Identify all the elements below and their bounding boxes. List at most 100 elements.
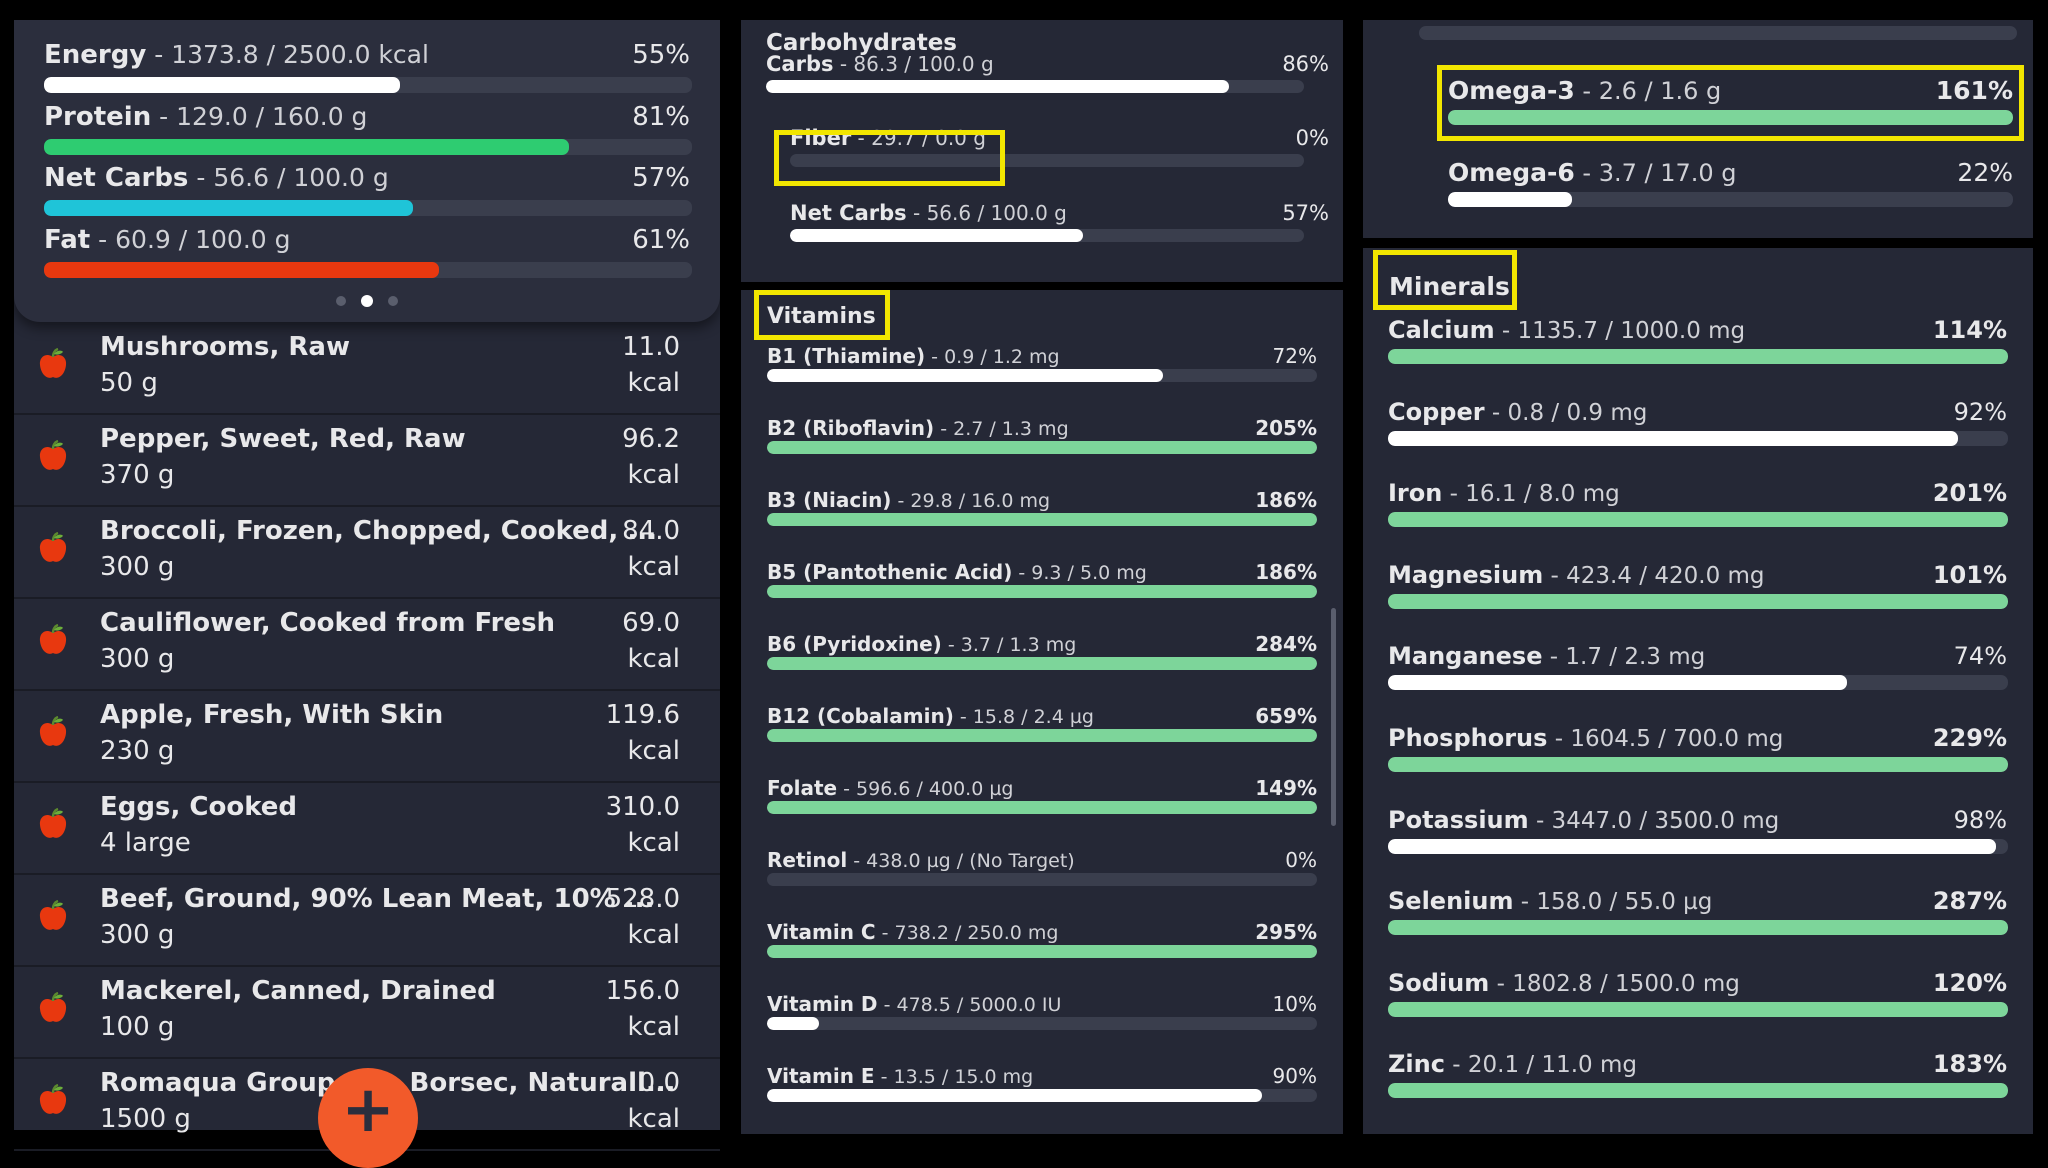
food-name: Beef, Ground, 90% Lean Meat, 10% ...	[100, 884, 655, 914]
vitamin-label: Retinol - 438.0 µg / (No Target)	[767, 850, 1075, 871]
vitamin-progress-bar	[767, 585, 1317, 598]
mineral-progress-bar	[1388, 675, 2008, 691]
mineral-name: Potassium	[1388, 805, 1529, 834]
mineral-label: Selenium - 158.0 / 55.0 µg	[1388, 889, 1712, 914]
carbs-progress-bar	[790, 229, 1304, 242]
vitamin-amount: - 15.8 / 2.4 µg	[953, 706, 1094, 728]
mineral-progress-fill	[1388, 349, 2008, 364]
summary-progress-bar	[44, 138, 692, 155]
food-calories-unit: kcal	[627, 1104, 680, 1134]
food-quantity: 300 g	[100, 920, 175, 950]
mineral-name: Manganese	[1388, 642, 1543, 671]
omega-progress-bar	[1448, 110, 2013, 125]
add-food-fab[interactable]: +	[318, 1068, 418, 1168]
food-item[interactable]: Beef, Ground, 90% Lean Meat, 10% ... 300 …	[14, 874, 720, 967]
food-item[interactable]: Eggs, Cooked 4 large 310.0 kcal	[14, 782, 720, 875]
food-calories: 119.6	[605, 700, 680, 730]
vitamin-percent: 295%	[1255, 920, 1317, 944]
food-item[interactable]: Mackerel, Canned, Drained 100 g 156.0 kcal	[14, 966, 720, 1059]
food-item[interactable]: Broccoli, Frozen, Chopped, Cooked, ... 30…	[14, 506, 720, 599]
vitamin-progress-fill	[767, 369, 1163, 382]
summary-amount: - 60.9 / 100.0 g	[90, 224, 291, 254]
mineral-percent: 201%	[1932, 479, 2007, 508]
vitamins-scrollbar[interactable]	[1331, 608, 1336, 826]
vitamin-progress-fill	[767, 729, 1317, 742]
vitamin-label: Vitamin D - 478.5 / 5000.0 IU	[767, 994, 1061, 1015]
food-name: Pepper, Sweet, Red, Raw	[100, 424, 466, 454]
summary-progress-bar	[44, 200, 692, 216]
summary-amount: - 56.6 / 100.0 g	[188, 163, 389, 192]
vitamin-name: Vitamin E	[767, 1064, 875, 1088]
omega-percent: 161%	[1935, 76, 2013, 105]
food-calories: 84.0	[622, 516, 680, 546]
food-quantity: 230 g	[100, 736, 175, 766]
vitamin-amount: - 13.5 / 15.0 mg	[874, 1066, 1034, 1088]
mineral-percent: 183%	[1932, 1050, 2007, 1079]
mineral-amount: - 1.7 / 2.3 mg	[1542, 644, 1706, 671]
carbs-name: Carbs	[766, 52, 834, 76]
summary-progress-fill	[44, 200, 414, 216]
mineral-name: Selenium	[1388, 887, 1514, 916]
mineral-amount: - 0.8 / 0.9 mg	[1484, 399, 1648, 426]
mineral-name: Magnesium	[1388, 560, 1544, 589]
mineral-label: Potassium - 3447.0 / 3500.0 mg	[1388, 808, 1779, 833]
food-name: Broccoli, Frozen, Chopped, Cooked, ...	[100, 516, 657, 546]
mineral-name: Zinc	[1388, 1050, 1445, 1079]
vitamin-label: Folate - 596.6 / 400.0 µg	[767, 778, 1013, 799]
vitamin-name: Folate	[767, 776, 838, 800]
highlight-fiber	[774, 130, 1005, 186]
mineral-progress-bar	[1388, 593, 2008, 609]
food-item[interactable]: Cauliflower, Cooked from Fresh 300 g 69.0 k…	[14, 598, 720, 691]
vitamin-name: B2 (Riboflavin)	[767, 416, 935, 440]
mineral-progress-bar	[1388, 838, 2008, 854]
omega-progress-bar	[1448, 192, 2013, 207]
mineral-name: Phosphorus	[1388, 724, 1548, 752]
vitamin-name: B5 (Pantothenic Acid)	[767, 560, 1013, 584]
food-calories: 69.0	[622, 608, 680, 638]
mineral-percent: 287%	[1932, 887, 2007, 916]
highlight-minerals	[1373, 250, 1517, 310]
mineral-progress-bar	[1388, 1083, 2008, 1099]
vitamin-progress-bar	[767, 513, 1317, 526]
vitamin-progress-fill	[767, 945, 1317, 958]
mineral-amount: - 1604.5 / 700.0 mg	[1547, 726, 1784, 752]
vitamin-amount: - 438.0 µg / (No Target)	[847, 850, 1075, 872]
mineral-progress-bar	[1388, 757, 2008, 772]
summary-name: Net Carbs	[44, 163, 189, 193]
food-quantity: 1500 g	[100, 1104, 191, 1134]
vitamins-title: Vitamins	[767, 304, 876, 329]
page-dot-3[interactable]	[388, 296, 398, 306]
summary-card[interactable]: Energy - 1373.8 / 2500.0 kcal 55% Protein …	[14, 20, 720, 322]
food-name: Cauliflower, Cooked from Fresh	[100, 608, 556, 638]
omega-name: Omega-6	[1448, 158, 1575, 187]
vitamin-percent: 186%	[1255, 488, 1317, 512]
food-name: Mushrooms, Raw	[100, 332, 350, 362]
mineral-percent: 101%	[1932, 560, 2007, 589]
carbs-progress-fill	[790, 229, 1083, 242]
summary-amount: - 1373.8 / 2500.0 kcal	[146, 40, 429, 69]
vitamin-percent: 659%	[1255, 704, 1317, 728]
food-item[interactable]: Apple, Fresh, With Skin 230 g 119.6 kcal	[14, 690, 720, 783]
carbs-label: Carbs - 86.3 / 100.0 g	[766, 54, 994, 75]
page-dot-1[interactable]	[336, 296, 346, 306]
omega-name: Omega-3	[1448, 76, 1575, 105]
vitamin-percent: 10%	[1272, 992, 1317, 1016]
mineral-name: Copper	[1388, 397, 1485, 426]
food-calories-unit: kcal	[627, 920, 680, 950]
apple-icon	[38, 991, 68, 1028]
carbs-progress-bar	[766, 80, 1304, 93]
food-calories-unit: kcal	[627, 736, 680, 766]
food-calories-unit: kcal	[627, 828, 680, 858]
vitamin-label: Vitamin E - 13.5 / 15.0 mg	[767, 1066, 1033, 1087]
mineral-name: Calcium	[1388, 316, 1495, 344]
summary-name: Energy	[44, 40, 147, 70]
food-quantity: 100 g	[100, 1012, 175, 1042]
omega-progress-fill	[1448, 110, 2013, 125]
apple-icon	[38, 531, 68, 568]
food-name: Mackerel, Canned, Drained	[100, 976, 496, 1006]
food-item[interactable]: Pepper, Sweet, Red, Raw 370 g 96.2 kcal	[14, 414, 720, 507]
food-calories: 96.2	[622, 424, 680, 454]
carbs-percent: 57%	[1282, 201, 1329, 225]
page-dot-2-active[interactable]	[361, 295, 373, 307]
food-item[interactable]: Mushrooms, Raw 50 g 11.0 kcal	[14, 322, 720, 415]
